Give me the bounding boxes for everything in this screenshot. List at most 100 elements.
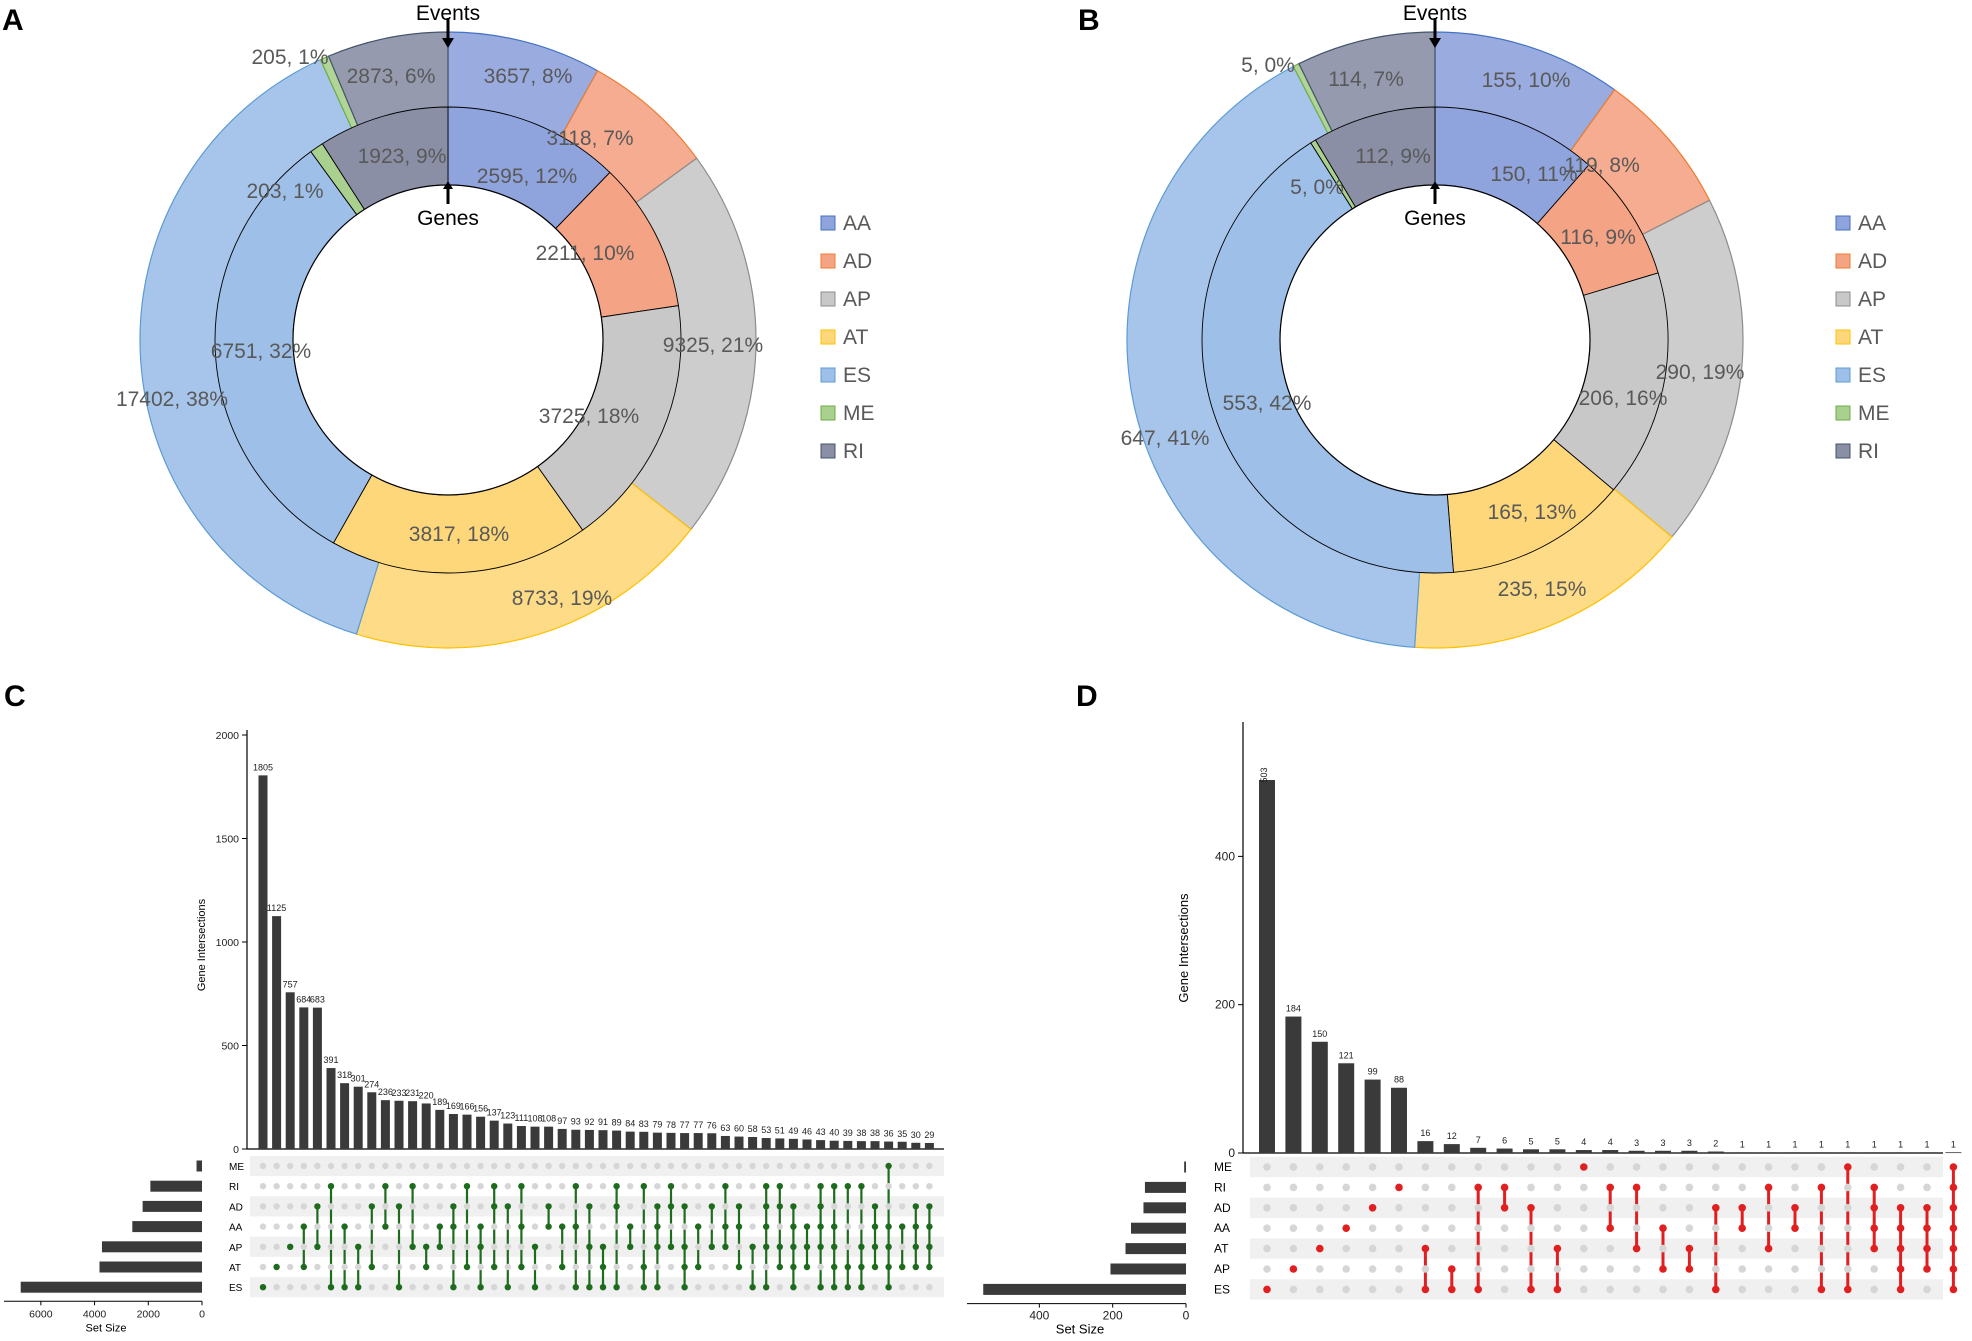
c-intersection-bar [761,1138,771,1149]
d-matrix-dot-empty [1738,1285,1746,1294]
d-matrix-dot-empty [1632,1224,1641,1232]
c-matrix-dot-empty [599,1162,607,1170]
d-matrix-dot-empty [1553,1163,1562,1171]
d-matrix-dot-empty [1395,1204,1403,1212]
c-matrix-dot-empty [463,1243,471,1251]
d-bar-value-label: 5 [1555,1136,1560,1146]
c-bar-value-label: 274 [364,1079,379,1089]
c-matrix-dot-empty [409,1223,416,1230]
a-events-label-es: 17402, 38% [116,388,228,411]
c-matrix-dot-active [572,1223,579,1230]
d-intersection-bar [1391,1087,1407,1153]
d-matrix-dot-active [1949,1265,1958,1273]
c-matrix-dot-active [926,1243,933,1251]
c-matrix-dot-active [817,1203,824,1210]
d-matrix-dot-active [1685,1265,1694,1273]
d-set-label-ri: RI [1214,1180,1226,1194]
d-matrix-dot-empty [1580,1285,1588,1294]
a-events-label-aa: 3657, 8% [484,65,573,88]
c-intersection-bar [666,1132,676,1149]
c-matrix-dot-empty [504,1243,511,1251]
c-matrix-dot-active [613,1284,620,1291]
c-bar-value-label: 93 [571,1117,581,1127]
d-bar-value-label: 6 [1502,1136,1507,1146]
c-intersection-bar [652,1132,662,1149]
b-genes-label-ad: 116, 9% [1560,226,1636,249]
c-matrix-dot-empty [436,1183,443,1190]
d-matrix-dot-empty [1844,1224,1852,1232]
c-matrix-dot-empty [654,1183,661,1190]
c-matrix-dot-empty [681,1162,688,1170]
c-matrix-dot-active [518,1183,525,1190]
b-legend-label-at: AT [1858,326,1883,349]
c-intersection-bar [924,1142,934,1149]
c-matrix-dot-empty [504,1183,511,1190]
c-intersection-bar [748,1136,758,1149]
c-matrix-dot-active [790,1263,797,1271]
c-matrix-dot-empty [613,1243,620,1251]
d-set-size-bar-ap [1110,1263,1186,1275]
c-intersection-bar [326,1068,336,1149]
c-matrix-dot-empty [491,1223,498,1230]
d-matrix-dot-empty [1896,1183,1905,1192]
d-intersection-bar [1364,1079,1381,1153]
d-matrix-dot-empty [1870,1265,1878,1273]
d-intersection-bar [1681,1150,1698,1153]
d-matrix-dot-empty [1263,1163,1271,1171]
d-matrix-dot-empty [1342,1265,1350,1273]
d-matrix-dot-empty [1870,1163,1878,1171]
c-matrix-dot-empty [803,1183,811,1190]
c-matrix-dot-empty [735,1243,743,1251]
c-matrix-dot-empty [504,1162,511,1170]
c-matrix-dot-empty [259,1183,267,1190]
c-matrix-dot-active [613,1183,620,1190]
a-legend-label-ap: AP [843,288,871,311]
c-matrix-dot-active [667,1203,675,1210]
d-matrix-dot-empty [1712,1224,1720,1232]
c-intersection-bar [856,1141,866,1149]
c-set-size-tick-label: 4000 [83,1308,107,1320]
d-set-size-bar-ri [1144,1181,1186,1193]
c-matrix-dot-active [871,1263,879,1271]
c-matrix-dot-empty [912,1162,919,1170]
d-matrix-dot-active [1368,1204,1377,1212]
c-intersection-bar [911,1142,921,1149]
c-matrix-dot-active [382,1223,389,1230]
c-matrix-dot-active [763,1183,770,1190]
c-matrix-dot-empty [695,1162,702,1170]
d-set-size-bar-aa [1131,1222,1186,1234]
c-bar-value-label: 92 [584,1117,594,1127]
c-matrix-dot-empty [355,1223,362,1230]
d-matrix-dot-empty [1448,1163,1456,1171]
d-matrix-dot-empty [1685,1163,1694,1171]
c-set-size-tick-label: 0 [199,1308,205,1320]
c-intersection-bar [448,1114,458,1149]
panel-letter-d: D [1076,680,1098,713]
c-matrix-dot-empty [300,1162,307,1170]
c-matrix-dot-active [463,1263,471,1271]
c-matrix-dot-active [654,1223,661,1230]
d-matrix-dot-active [1870,1204,1878,1212]
c-matrix-dot-empty [368,1243,375,1251]
c-matrix-dot-empty [300,1284,307,1291]
d-matrix-dot-empty [1395,1285,1403,1294]
c-matrix-dot-empty [803,1162,811,1170]
donut-chart-a: 3657, 8% 3118, 7% 9325, 21% 8733, 19% 17402,… [116,18,763,649]
c-matrix-dot-empty [273,1183,280,1190]
c-intersection-bar [312,1007,322,1149]
c-matrix-dot-active [763,1243,770,1251]
c-set-size-tick-label: 2000 [137,1308,161,1320]
c-matrix-dot-active [300,1263,307,1271]
d-set-size-tick-label: 0 [1183,1309,1190,1323]
a-genes-arrow-head [443,181,453,189]
c-matrix-dot-active [395,1284,403,1291]
d-matrix-dot-active [1632,1244,1641,1253]
d-intersection-bar [1417,1141,1434,1153]
d-matrix-dot-empty [1606,1204,1614,1212]
c-intersection-bar [435,1109,445,1149]
c-matrix-dot-empty [327,1203,335,1210]
d-bar-value-label: 4 [1581,1137,1586,1147]
d-matrix-dot-empty [1500,1163,1509,1171]
d-ytick-label: 200 [1215,998,1235,1012]
d-matrix-dot-empty [1659,1285,1667,1294]
